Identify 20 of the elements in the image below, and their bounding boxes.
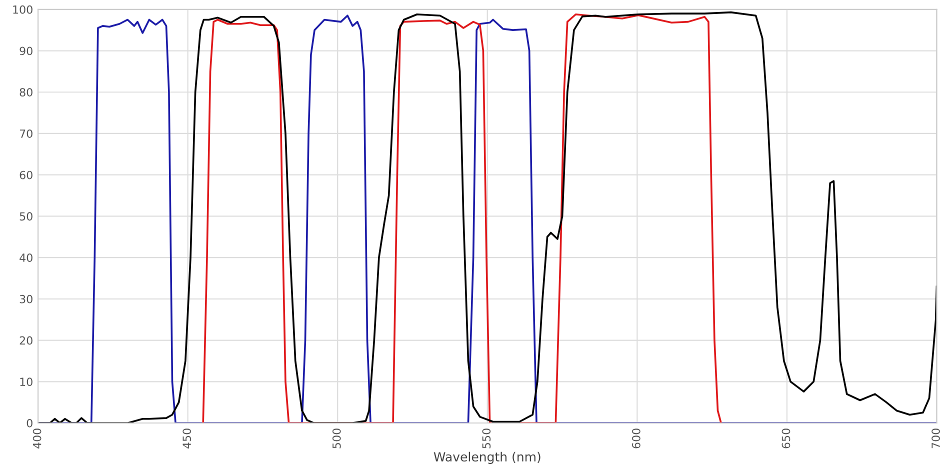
y-tick-label: 60 bbox=[20, 170, 32, 180]
x-tick-label: 700 bbox=[932, 428, 940, 448]
y-tick-label: 80 bbox=[20, 88, 32, 96]
y-tick-label: 0 bbox=[26, 418, 32, 428]
y-tick-label: 40 bbox=[20, 254, 32, 262]
y-tick-label: 50 bbox=[20, 212, 32, 221]
y-tick-label: 90 bbox=[20, 46, 32, 56]
x-tick-label: 450 bbox=[182, 428, 192, 449]
y-tick-label: 20 bbox=[20, 336, 32, 345]
x-tick-label: 650 bbox=[782, 428, 790, 448]
y-tick-label: 100 bbox=[13, 5, 32, 14]
x-tick-label: 600 bbox=[632, 428, 640, 448]
y-tick-label: 70 bbox=[20, 129, 32, 138]
x-tick-label: 400 bbox=[32, 428, 42, 449]
x-axis-title: Wavelength (nm) bbox=[434, 452, 540, 464]
y-tick-label: 30 bbox=[20, 294, 32, 304]
x-tick-label: 500 bbox=[332, 428, 341, 448]
line-series bbox=[202, 13, 722, 423]
x-tick-label: 550 bbox=[482, 428, 491, 448]
y-tick-label: 10 bbox=[20, 378, 32, 386]
